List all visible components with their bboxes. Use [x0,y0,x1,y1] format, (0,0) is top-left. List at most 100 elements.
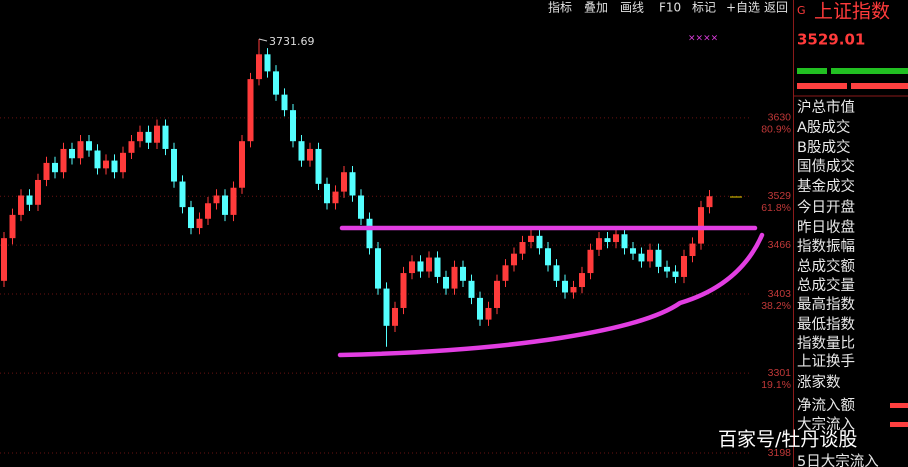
panel-field: 基金成交 [797,177,855,195]
candle-body [18,195,24,215]
candle-body [26,195,33,205]
drawing-marks: ×××× [688,34,718,44]
annotation: 3731.69 [269,35,315,48]
candle-body [392,307,398,326]
toolbar [543,0,793,17]
panel-field: 5日大宗流入 [797,453,879,467]
fib-label: 80.9% [761,124,791,136]
candle-body [400,273,407,308]
candle-body [349,172,356,196]
panel-field: 昨日收盘 [797,218,855,236]
candle-body [681,255,687,277]
panel-field: B股成交 [797,138,850,156]
panel-field: 国债成交 [797,157,855,175]
flow-bar [890,403,908,408]
candle-body [137,131,143,142]
candle-body [120,152,126,173]
code-mark: G [797,4,806,17]
y-tick-label: 3198 [768,447,792,459]
y-tick-label: 3403 [768,288,792,300]
candle-body [290,110,296,142]
candle-body [621,234,628,249]
panel-field: 上证换手 [797,353,855,370]
toolbar-button[interactable]: 画线 [620,1,644,15]
panel-field: 今日开盘 [797,198,855,216]
fib-label: 61.8% [761,202,791,214]
flow-bar [890,422,908,427]
toolbar-buttons: 指标 叠加 画线 F10 标记 +自选 返回 [548,0,788,15]
candle-body [205,203,211,219]
candle-body [358,195,364,219]
index-price: 3529.01 [797,31,865,49]
candle-body [511,253,517,266]
candle-body [647,249,653,262]
candle-body [43,162,50,180]
fib-label: 38.2% [761,300,791,312]
candle-body [332,191,339,204]
candle-body [264,54,271,72]
candle-body [111,160,118,173]
candle-body [273,71,279,95]
candle-body [9,214,16,239]
candle-body [468,280,475,298]
candle-body [69,148,75,159]
candle-body [52,162,58,173]
candle-body [103,160,109,169]
candle-body [604,238,611,243]
y-tick-label: 3301 [768,367,792,379]
candle-body [443,276,449,289]
grid: 3630 3529 3466 3403 3301 3198 80.9% 61.8% 38.2% 1… [0,112,791,459]
candle-body [698,207,704,244]
bar [797,68,827,74]
support-curve [337,232,765,358]
candle-body [366,218,373,249]
candle-body [239,141,245,188]
candle-body [409,261,415,274]
toolbar-button[interactable]: 返回 [764,1,788,15]
candle-body [528,235,534,243]
bar [851,83,908,89]
candle-body [35,179,41,205]
candle-body [162,125,169,149]
candle-body [613,234,619,243]
candle-body [638,253,645,262]
candle-body [570,287,577,293]
panel-field: 指数振幅 [797,238,855,255]
candle-body [545,248,551,266]
toolbar-button[interactable]: 叠加 [584,1,608,15]
toolbar-button[interactable]: 标记 [692,1,716,15]
candle-body [587,249,594,274]
candle-body [128,141,135,153]
candle-body [562,280,568,293]
candle-body [630,248,636,254]
panel-field: 指数量比 [797,335,855,352]
toolbar-button[interactable]: +自选 [726,1,760,15]
candle-body [281,94,288,111]
candle-body [298,141,305,161]
candle-body [485,307,492,320]
panel-fields: 沪总市值 A股成交 B股成交国债成交基金成交今日开盘昨日收盘指数振幅总成交额总成交量… [797,99,908,467]
candle-body [86,141,92,151]
candle-body [672,271,679,277]
candle-body [196,218,203,229]
toolbar-button[interactable]: 指标 [548,0,572,15]
panel-field: 涨家数 [797,374,841,391]
panel-field: 总成交量 [797,276,855,294]
candle-body [664,266,670,272]
candle-body [60,148,67,173]
annotation-pointer [258,38,268,42]
candle-body [341,172,347,192]
candle-body [315,148,322,184]
candle-body [689,243,696,256]
candles: 3731.69 [1,35,713,347]
candle-body [477,297,483,320]
candle-body [247,79,254,142]
candle-body [213,195,220,204]
candle-body [426,257,432,272]
candle-body [324,183,330,204]
toolbar-button[interactable]: F10 [659,1,681,15]
panel-field: 最高指数 [797,296,855,313]
candle-body [596,238,602,250]
candle-body [1,238,7,281]
